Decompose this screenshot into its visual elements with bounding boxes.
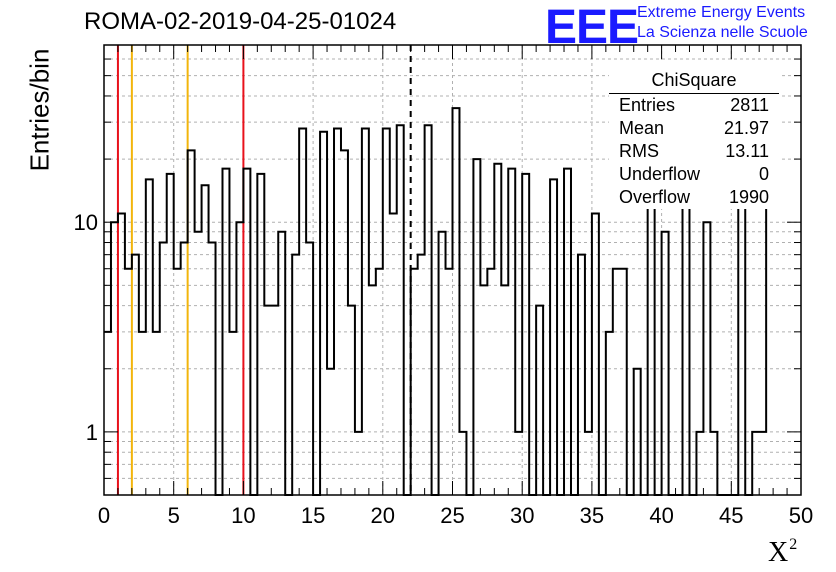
chart-title: ROMA-02-2019-04-25-01024: [84, 8, 397, 35]
stats-row-rms: RMS 13.11: [609, 140, 779, 163]
histogram-bar: [348, 306, 355, 495]
histogram-bar: [334, 128, 341, 495]
histogram-bar: [362, 128, 369, 495]
histogram-bar: [320, 132, 327, 495]
stats-row-overflow: Overflow 1990: [609, 186, 779, 209]
x-tick-label: 20: [371, 503, 395, 528]
histogram-bar: [613, 269, 620, 495]
y-axis-label: Entries/bin: [24, 48, 55, 172]
histogram-bar: [501, 285, 508, 495]
histogram-bar: [620, 269, 627, 495]
histogram-bar: [494, 164, 501, 495]
histogram-bar: [446, 269, 453, 495]
histogram-bar: [738, 179, 745, 495]
stats-label: Mean: [619, 118, 665, 138]
histogram-bar: [278, 232, 285, 495]
histogram-bar: [111, 222, 118, 495]
logo-line-1: Extreme Energy Events: [637, 4, 806, 21]
x-tick-label: 50: [789, 503, 813, 528]
histogram-bar: [341, 150, 348, 495]
histogram-bar: [592, 214, 599, 495]
histogram-bar: [453, 108, 460, 495]
y-tick-label: 1: [86, 420, 98, 445]
x-axis-label: X2: [768, 536, 797, 569]
histogram-bar: [390, 214, 397, 495]
stats-label: Entries: [619, 95, 676, 115]
histogram-bar: [271, 306, 278, 495]
histogram-bar: [439, 232, 446, 495]
histogram-bar: [104, 332, 111, 495]
x-tick-label: 45: [719, 503, 743, 528]
stats-value: 2811: [730, 95, 769, 115]
x-tick-label: 15: [301, 503, 325, 528]
histogram-bar: [195, 232, 202, 495]
histogram-bar: [606, 332, 613, 495]
histogram-bar: [146, 179, 153, 495]
x-tick-label: 40: [649, 503, 673, 528]
x-tick-label: 35: [580, 503, 604, 528]
histogram-bar: [229, 332, 236, 495]
stats-value: 21.97: [723, 118, 769, 138]
histogram-bar: [383, 128, 390, 495]
stats-value: 13.11: [725, 141, 769, 161]
logo-line-2: La Scienza nelle Scuole: [637, 24, 808, 41]
histogram-bar: [550, 179, 557, 495]
histogram-bar: [132, 255, 139, 495]
y-axis-ticks: 1 10: [74, 44, 801, 496]
x-tick-label: 25: [440, 503, 464, 528]
stats-value: 0: [758, 164, 769, 184]
histogram-bar: [264, 306, 271, 495]
histogram-bar: [662, 232, 669, 495]
stats-label: Overflow: [619, 187, 691, 207]
histogram-bar: [425, 125, 432, 495]
stats-label: Underflow: [619, 164, 701, 184]
stats-title: ChiSquare: [609, 68, 779, 94]
x-tick-label: 10: [231, 503, 255, 528]
stats-row-underflow: Underflow 0: [609, 163, 779, 186]
x-tick-label: 30: [510, 503, 534, 528]
histogram-bar: [473, 159, 480, 495]
histogram-bar: [174, 269, 181, 495]
histogram-bar: [418, 255, 425, 495]
histogram-bar: [480, 285, 487, 495]
histogram-bar: [153, 332, 160, 495]
histogram-bar: [536, 306, 543, 495]
histogram-bar: [376, 269, 383, 495]
histogram-bar: [369, 285, 376, 495]
stats-box: ChiSquare Entries 2811 Mean 21.97 RMS 13.11…: [609, 62, 779, 209]
histogram-bar: [578, 255, 585, 495]
histogram-bar: [703, 222, 710, 495]
histogram-bar: [648, 159, 655, 495]
histogram-bar: [397, 125, 404, 495]
x-tick-label: 5: [168, 503, 180, 528]
stats-label: RMS: [619, 141, 659, 161]
histogram-bar: [299, 128, 306, 495]
histogram-bar: [236, 222, 243, 495]
stats-row-mean: Mean 21.97: [609, 117, 779, 140]
x-axis-label-superscript: 2: [789, 536, 798, 553]
histogram-bar: [118, 214, 125, 495]
eee-logo: EEE: [545, 1, 639, 54]
histogram-bar: [292, 255, 299, 495]
y-tick-label: 10: [74, 210, 98, 235]
histogram-bar: [487, 269, 494, 495]
stats-row-entries: Entries 2811: [609, 94, 779, 117]
x-axis-label-base: X: [768, 537, 789, 568]
stats-value: 1990: [728, 187, 769, 207]
histogram-bar: [188, 150, 195, 495]
x-tick-label: 0: [98, 503, 110, 528]
histogram-bar: [139, 332, 146, 495]
x-axis-ticks: 0 5 10 15 20 25 30 35 40 45 50: [98, 45, 813, 528]
histogram-bar: [125, 269, 132, 495]
histogram-bar: [411, 269, 418, 495]
